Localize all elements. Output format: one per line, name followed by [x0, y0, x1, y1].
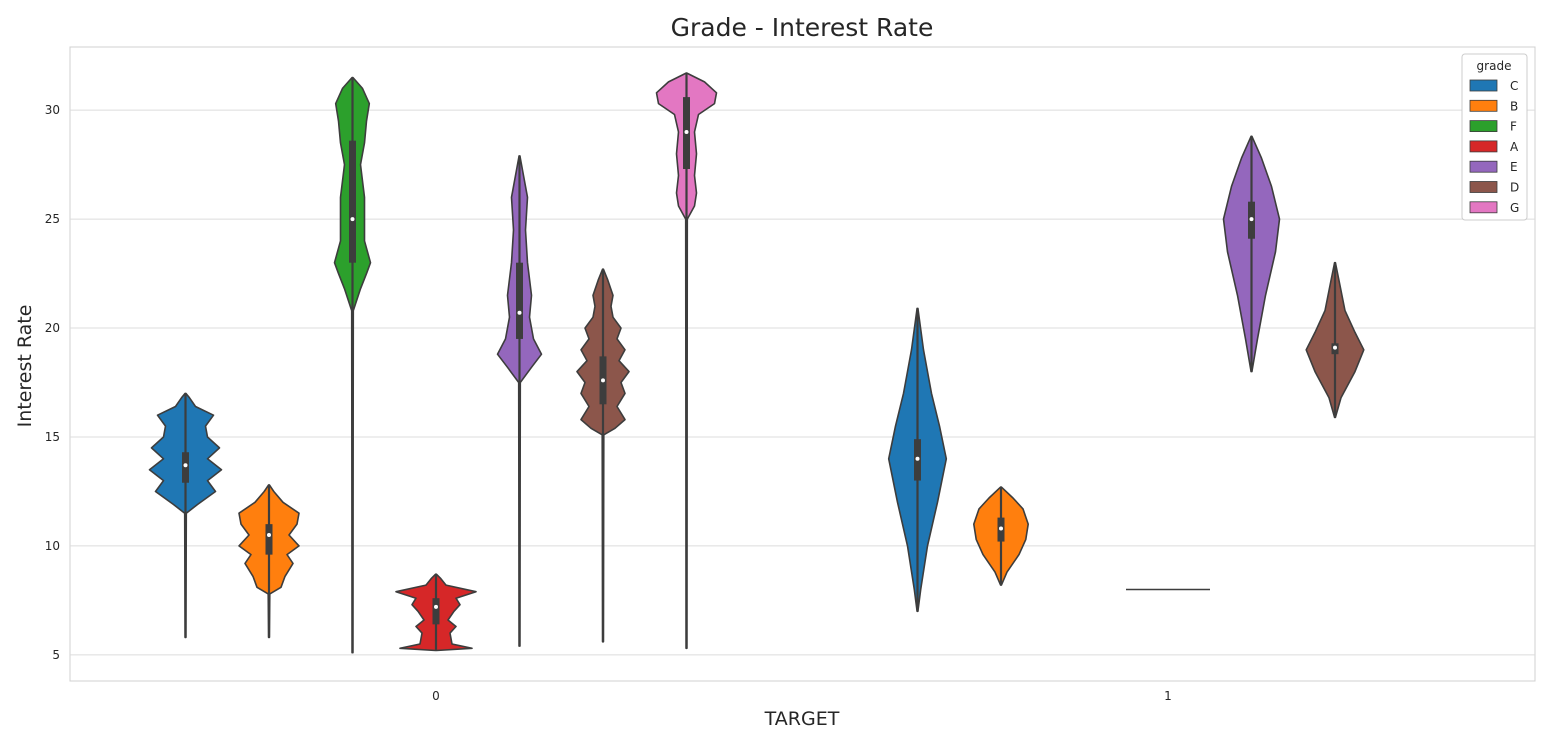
legend-label: D [1510, 181, 1519, 195]
chart-title: Grade - Interest Rate [671, 13, 934, 42]
violin-iqr-box [516, 262, 523, 339]
violin-median-point [1333, 345, 1337, 350]
violin-median-point [684, 129, 689, 134]
violin-median-point [1249, 217, 1254, 222]
legend-swatch [1469, 140, 1498, 153]
violin-median-point [915, 456, 920, 461]
violin-iqr-box [349, 140, 356, 263]
y-tick-label: 30 [45, 103, 60, 117]
legend-label: F [1510, 120, 1517, 134]
legend-label: C [1510, 79, 1518, 93]
violin-median-point [267, 533, 271, 538]
violin-median-point [183, 463, 188, 468]
legend-swatch [1469, 201, 1498, 214]
x-tick-label: 1 [1164, 689, 1172, 703]
y-axis-label: Interest Rate [14, 305, 36, 428]
legend-swatch [1469, 120, 1498, 132]
violins [148, 72, 1365, 654]
violin-iqr-box [182, 452, 189, 483]
y-gridlines [70, 109, 1535, 656]
y-tick-label: 25 [45, 212, 60, 226]
violin-iqr-box [432, 598, 440, 625]
violin-median-point [434, 604, 438, 609]
x-tick-label: 0 [432, 689, 440, 703]
plot-area [69, 46, 1536, 682]
violin-median-point [517, 310, 522, 315]
legend-label: G [1510, 201, 1519, 215]
y-tick-label: 15 [45, 430, 60, 444]
legend-title: grade [1477, 59, 1512, 73]
y-tick-label: 5 [52, 648, 60, 662]
violin-iqr-box [265, 524, 273, 555]
legend-swatch [1469, 99, 1498, 112]
y-tick-label: 10 [45, 539, 60, 553]
y-tick-labels: 5 10 15 20 25 30 [45, 103, 60, 662]
y-tick-label: 20 [45, 321, 60, 335]
legend-label: E [1510, 160, 1518, 174]
legend-label: A [1510, 140, 1519, 154]
legend-swatch [1469, 79, 1498, 92]
x-axis-label: TARGET [764, 708, 840, 730]
legend-label: B [1510, 99, 1518, 113]
legend-swatch [1469, 181, 1498, 193]
violin-median-point [999, 526, 1003, 531]
violin-median-point [601, 378, 605, 383]
legend-frame [1461, 53, 1528, 221]
violin-median-point [350, 217, 355, 222]
legend-swatch [1469, 160, 1498, 173]
